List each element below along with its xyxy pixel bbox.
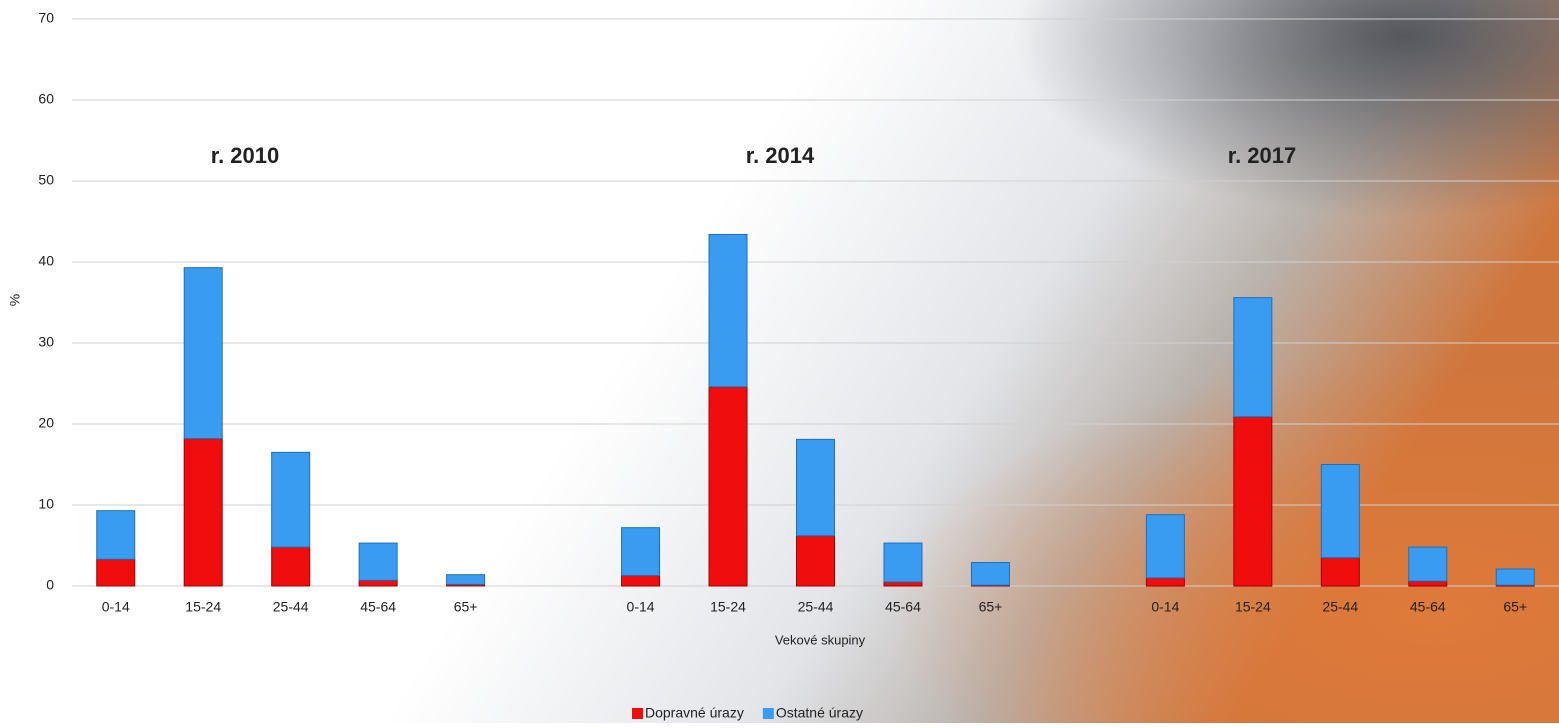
bar-segment (708, 233, 748, 388)
x-tick-label: 15-24 (1235, 599, 1271, 615)
bar-segment (183, 438, 223, 587)
bar-segment (183, 267, 223, 440)
x-tick-label: 25-44 (273, 599, 309, 615)
x-tick-label: 65+ (979, 599, 1003, 615)
bar-segment (96, 510, 136, 560)
x-tick-label: 25-44 (798, 599, 834, 615)
bar-segment (1495, 568, 1535, 586)
bar-segment (796, 535, 835, 587)
bar-segment (271, 546, 311, 587)
legend-label: Dopravné úrazy (645, 705, 744, 721)
x-tick-label: 0-14 (102, 599, 130, 615)
y-axis-label: % (7, 294, 23, 306)
bar-segment (1233, 416, 1273, 587)
bar-segment (1233, 297, 1273, 418)
bar-segment (883, 581, 923, 587)
x-tick-label: 0-14 (1151, 599, 1179, 615)
bar-segment (358, 579, 398, 587)
x-axis-label: Vekové skupiny (775, 632, 866, 647)
y-tick-label: 50 (38, 172, 54, 188)
annotation: r. 2014 (746, 143, 815, 168)
bar-segment (1145, 514, 1185, 579)
bar-segment (708, 386, 748, 587)
legend-swatch (762, 708, 774, 719)
bar-segment (1408, 580, 1448, 587)
y-tick-label: 70 (38, 10, 54, 26)
bar-segment (446, 574, 486, 585)
x-tick-label: 45-64 (1410, 599, 1446, 615)
x-tick-label: 15-24 (710, 599, 746, 615)
y-tick-label: 30 (38, 334, 54, 350)
annotation: r. 2017 (1228, 143, 1297, 168)
x-tick-label: 15-24 (185, 599, 221, 615)
annotation: r. 2010 (211, 143, 280, 168)
x-tick-label: 45-64 (360, 599, 396, 615)
bar-segment (621, 574, 661, 587)
bar-segment (621, 527, 661, 576)
x-tick-label: 65+ (1503, 599, 1527, 615)
x-tick-label: 65+ (454, 599, 478, 615)
bar-segment (271, 451, 311, 548)
bar-segment (970, 562, 1010, 586)
y-tick-label: 60 (38, 91, 54, 107)
y-tick-label: 0 (46, 577, 54, 593)
x-tick-label: 25-44 (1322, 599, 1358, 615)
y-tick-label: 10 (38, 496, 54, 512)
bar-segment (1408, 546, 1448, 582)
legend-label: Ostatné úrazy (776, 705, 863, 721)
bar-segment (358, 542, 398, 581)
bar-segment (1145, 577, 1185, 587)
bar-segment (1320, 557, 1360, 587)
bar-segment (883, 542, 923, 583)
y-tick-label: 20 (38, 415, 54, 431)
legend-swatch (632, 708, 643, 719)
bar-segment (96, 558, 136, 587)
bar-segment (1320, 464, 1360, 559)
y-tick-label: 40 (38, 253, 54, 269)
bar-segment (796, 438, 835, 537)
x-tick-label: 0-14 (627, 599, 655, 615)
x-tick-label: 45-64 (885, 599, 921, 615)
